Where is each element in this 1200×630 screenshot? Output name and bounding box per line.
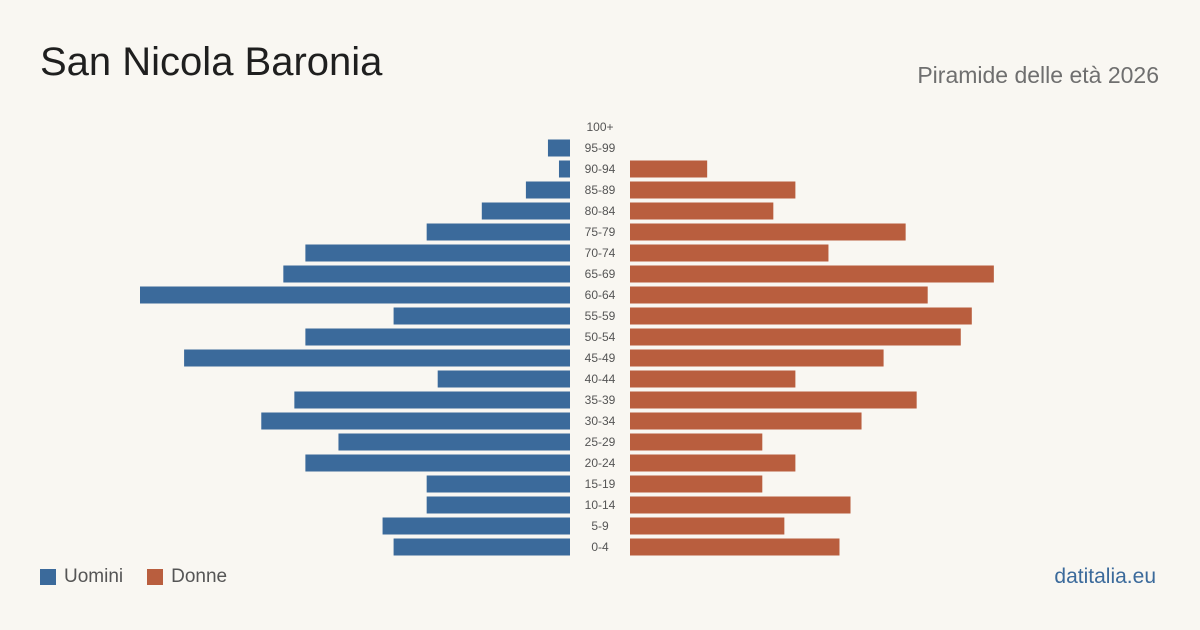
bar-men-65-69 xyxy=(283,265,570,283)
bar-men-40-44 xyxy=(437,370,570,388)
bar-women-30-34 xyxy=(630,412,862,430)
bar-men-25-29 xyxy=(338,433,570,451)
legend-label-men: Uomini xyxy=(64,566,124,587)
bar-women-85-89 xyxy=(630,181,796,199)
bar-men-85-89 xyxy=(525,181,570,199)
tick-label: 0-4 xyxy=(591,540,609,554)
bar-women-60-64 xyxy=(630,286,928,304)
bar-men-55-59 xyxy=(393,307,570,325)
bar-women-0-4 xyxy=(630,538,840,556)
bar-men-50-54 xyxy=(305,328,570,346)
legend: Uomini Donne xyxy=(40,566,251,588)
bar-women-25-29 xyxy=(630,433,763,451)
legend-swatch-men xyxy=(40,569,56,585)
tick-label: 40-44 xyxy=(585,372,616,386)
bar-men-35-39 xyxy=(294,391,570,409)
bar-men-5-9 xyxy=(382,517,570,535)
bar-women-90-94 xyxy=(630,160,708,178)
tick-label: 70-74 xyxy=(585,246,616,260)
tick-label: 20-24 xyxy=(585,456,616,470)
bar-men-15-19 xyxy=(426,475,570,493)
tick-label: 60-64 xyxy=(585,288,616,302)
bar-men-80-84 xyxy=(481,202,570,220)
bar-women-40-44 xyxy=(630,370,796,388)
bar-women-5-9 xyxy=(630,517,785,535)
bar-women-45-49 xyxy=(630,349,884,367)
tick-label: 45-49 xyxy=(585,351,616,365)
bar-women-70-74 xyxy=(630,244,829,262)
tick-label: 65-69 xyxy=(585,267,616,281)
tick-label: 95-99 xyxy=(585,141,616,155)
bar-women-65-69 xyxy=(630,265,994,283)
tick-label: 55-59 xyxy=(585,309,616,323)
legend-swatch-women xyxy=(147,569,164,585)
tick-label: 75-79 xyxy=(585,225,616,239)
bar-women-55-59 xyxy=(630,307,972,325)
tick-label: 85-89 xyxy=(585,183,616,197)
bar-women-20-24 xyxy=(630,454,796,472)
legend-item-men: Uomini xyxy=(40,566,123,588)
tick-label: 30-34 xyxy=(585,414,616,428)
bar-women-80-84 xyxy=(630,202,774,220)
legend-item-women: Donne xyxy=(147,566,227,588)
chart-title: San Nicola Baronia xyxy=(40,40,383,84)
tick-label: 15-19 xyxy=(585,477,616,491)
tick-label: 50-54 xyxy=(585,330,616,344)
bar-men-75-79 xyxy=(426,223,570,241)
bar-men-90-94 xyxy=(558,160,570,178)
tick-label: 25-29 xyxy=(585,435,616,449)
chart-subtitle: Piramide delle età 2026 xyxy=(917,62,1159,88)
bar-women-15-19 xyxy=(630,475,763,493)
tick-label: 35-39 xyxy=(585,393,616,407)
tick-label: 10-14 xyxy=(585,498,616,512)
legend-label-women: Donne xyxy=(171,566,228,587)
bar-men-30-34 xyxy=(261,412,570,430)
tick-label: 90-94 xyxy=(585,162,616,176)
tick-label: 80-84 xyxy=(585,204,616,218)
bar-women-50-54 xyxy=(630,328,961,346)
source-link[interactable]: datitalia.eu xyxy=(1054,565,1156,588)
bar-men-70-74 xyxy=(305,244,570,262)
bar-women-35-39 xyxy=(630,391,917,409)
bar-men-45-49 xyxy=(184,349,570,367)
bar-men-60-64 xyxy=(140,286,570,304)
tick-label: 100+ xyxy=(586,120,613,134)
bar-men-10-14 xyxy=(426,496,570,514)
bar-women-75-79 xyxy=(630,223,906,241)
bar-men-0-4 xyxy=(393,538,570,556)
tick-label: 5-9 xyxy=(591,519,609,533)
bar-men-20-24 xyxy=(305,454,570,472)
bar-men-95-99 xyxy=(547,139,570,157)
bar-women-10-14 xyxy=(630,496,851,514)
